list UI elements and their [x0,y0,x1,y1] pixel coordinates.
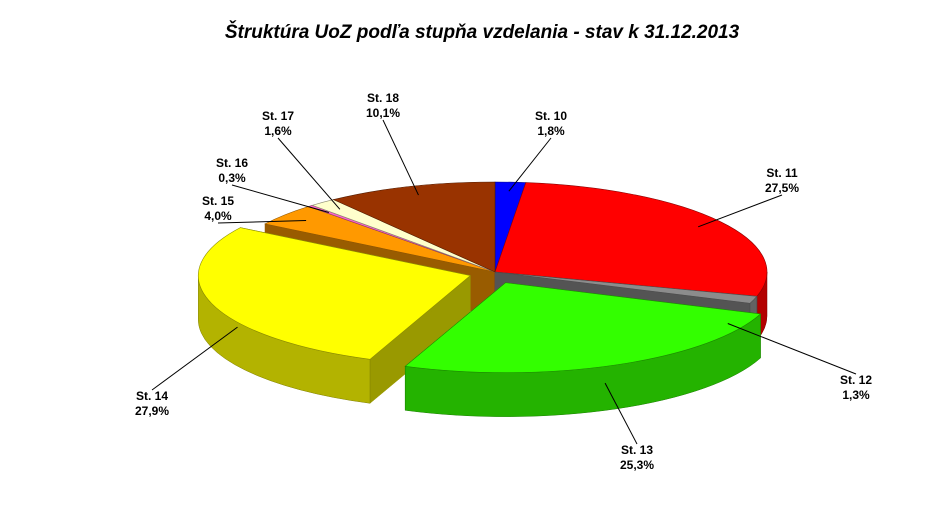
slice-label: St. 16 [216,156,248,170]
slice-label: St. 17 [262,109,294,123]
slice-value-label: 1,8% [537,124,565,138]
leader-line [151,326,238,391]
slice-value-label: 1,6% [264,124,292,138]
slice [198,227,471,360]
slice-label: St. 10 [535,109,567,123]
slice-value-label: 25,3% [620,458,654,472]
leader-line [277,137,341,210]
leader-line [231,184,329,213]
slice-value-label: 10,1% [366,106,400,120]
leader-line [217,219,307,224]
leader-line [697,194,783,228]
slice [332,181,496,273]
slice-label: St. 12 [840,373,872,387]
leader-line [604,382,638,445]
slice-value-label: 1,3% [842,388,870,402]
leader-line [727,323,857,375]
slice-value-label: 0,3% [218,171,246,185]
slice-label: St. 13 [621,443,653,457]
slice-value-label: 27,5% [765,181,799,195]
leader-line [508,137,552,192]
slice-label: St. 15 [202,194,234,208]
chart-title: Štruktúra UoZ podľa stupňa vzdelania - s… [225,21,740,43]
slice [494,271,758,304]
slice-label: St. 18 [367,91,399,105]
slice [494,182,768,297]
slice [404,282,762,373]
slice-value-label: 4,0% [204,209,232,223]
slice-label: St. 14 [136,389,168,403]
slice-value-label: 27,9% [135,404,169,418]
leader-line [382,119,419,196]
slice-label: St. 11 [766,166,798,180]
